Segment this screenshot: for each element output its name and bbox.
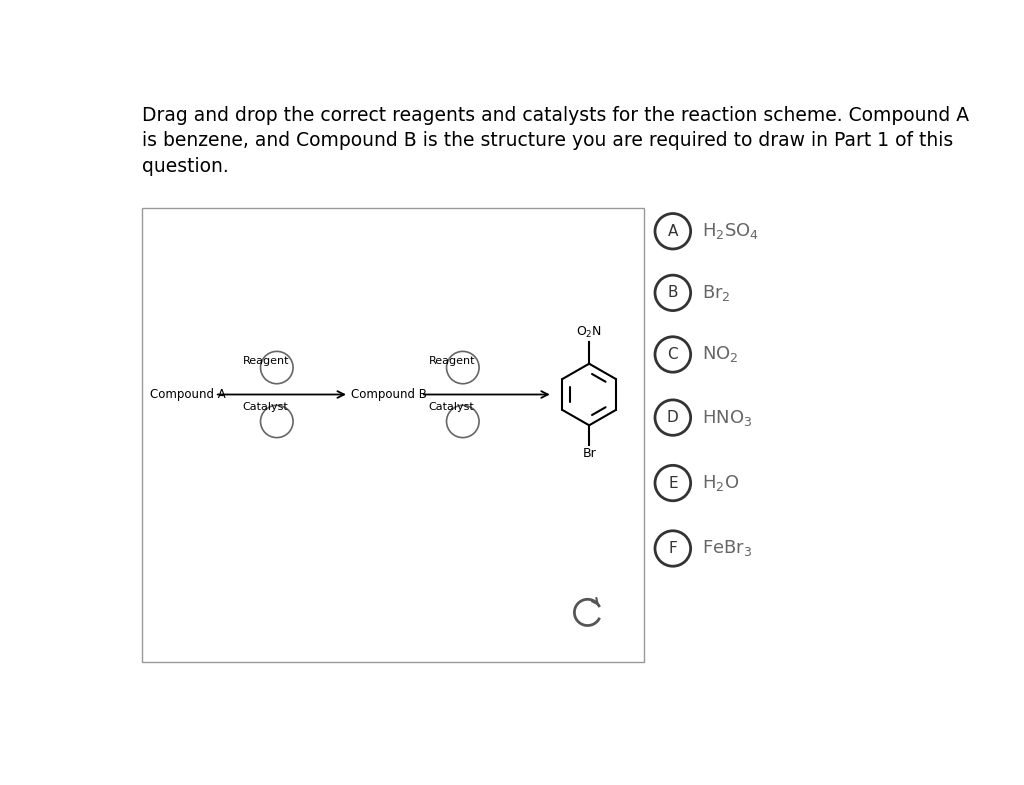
Text: Catalyst: Catalyst [243, 402, 289, 412]
Circle shape [655, 276, 690, 311]
Text: NO$_2$: NO$_2$ [702, 345, 739, 364]
Text: Compound B: Compound B [351, 388, 427, 401]
Text: D: D [667, 410, 679, 425]
Text: Compound A: Compound A [150, 388, 225, 401]
Circle shape [655, 337, 690, 372]
Circle shape [260, 352, 293, 384]
Text: FeBr$_3$: FeBr$_3$ [702, 539, 753, 558]
Text: C: C [668, 347, 678, 362]
Circle shape [446, 352, 479, 384]
Text: H$_2$SO$_4$: H$_2$SO$_4$ [702, 221, 760, 241]
Bar [142, 208, 644, 663]
Text: E: E [668, 476, 678, 491]
Text: Reagent: Reagent [243, 356, 289, 366]
Text: Br$_2$: Br$_2$ [702, 283, 731, 303]
Text: A: A [668, 224, 678, 239]
Circle shape [655, 466, 690, 501]
Circle shape [655, 400, 690, 436]
Text: HNO$_3$: HNO$_3$ [702, 407, 753, 428]
Circle shape [655, 214, 690, 249]
Text: B: B [668, 286, 678, 301]
Text: F: F [669, 541, 677, 556]
Text: H$_2$O: H$_2$O [702, 473, 739, 493]
Circle shape [260, 405, 293, 437]
Text: Reagent: Reagent [429, 356, 475, 366]
Text: O$_2$N: O$_2$N [577, 325, 602, 340]
Text: Drag and drop the correct reagents and catalysts for the reaction scheme. Compou: Drag and drop the correct reagents and c… [142, 106, 969, 177]
Text: Catalyst: Catalyst [429, 402, 474, 412]
Circle shape [446, 405, 479, 437]
Circle shape [655, 531, 690, 566]
Text: Br: Br [583, 447, 596, 460]
